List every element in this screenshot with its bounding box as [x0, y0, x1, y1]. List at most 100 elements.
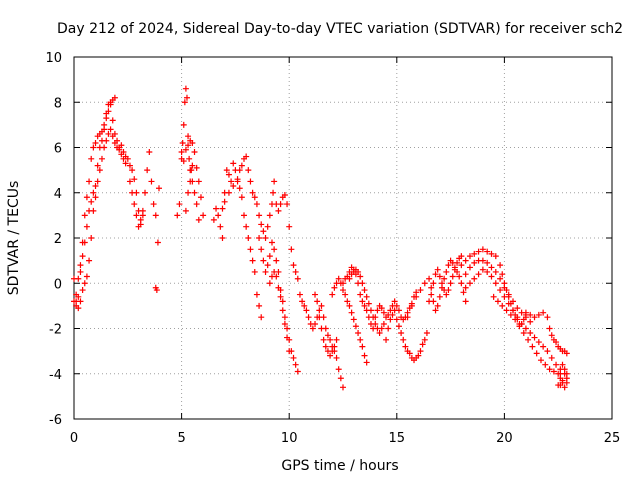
- data-point: [79, 253, 86, 260]
- data-point: [426, 275, 433, 282]
- data-point: [522, 309, 529, 316]
- data-point: [210, 216, 217, 223]
- data-point: [187, 178, 194, 185]
- data-point: [505, 300, 512, 307]
- data-point: [90, 144, 97, 151]
- data-point: [501, 293, 508, 300]
- data-point: [533, 350, 540, 357]
- data-point: [142, 189, 149, 196]
- data-point: [329, 348, 336, 355]
- data-point: [86, 178, 93, 185]
- data-point: [503, 307, 510, 314]
- data-point: [544, 314, 551, 321]
- data-point: [391, 298, 398, 305]
- data-point: [544, 348, 551, 355]
- data-point: [139, 207, 146, 214]
- data-point: [83, 194, 90, 201]
- data-point: [258, 314, 265, 321]
- data-point: [131, 201, 138, 208]
- data-point: [337, 375, 344, 382]
- data-point: [183, 94, 190, 101]
- data-point: [331, 343, 338, 350]
- axis-ticks: [73, 56, 613, 420]
- data-point: [359, 343, 366, 350]
- data-point: [98, 137, 105, 144]
- data-point: [378, 305, 385, 312]
- data-point: [563, 370, 570, 377]
- data-point: [355, 280, 362, 287]
- data-point: [77, 298, 84, 305]
- data-point: [546, 366, 553, 373]
- data-point: [270, 189, 277, 196]
- data-point: [395, 323, 402, 330]
- data-point: [357, 291, 364, 298]
- data-point: [180, 158, 187, 165]
- y-tick-label: -6: [49, 413, 62, 428]
- data-point: [185, 142, 192, 149]
- data-point: [153, 287, 160, 294]
- data-point: [520, 330, 527, 337]
- x-tick-label: 25: [604, 431, 621, 446]
- data-point: [550, 368, 557, 375]
- data-point: [432, 307, 439, 314]
- data-point: [241, 212, 248, 219]
- data-point: [367, 320, 374, 327]
- data-point: [460, 289, 467, 296]
- data-point: [249, 189, 256, 196]
- y-tick-label: 6: [54, 142, 62, 157]
- data-point: [398, 330, 405, 337]
- data-point: [443, 291, 450, 298]
- data-point: [290, 262, 297, 269]
- data-point: [92, 182, 99, 189]
- data-point: [479, 246, 486, 253]
- data-point: [466, 253, 473, 260]
- data-point: [92, 194, 99, 201]
- data-point: [186, 155, 193, 162]
- y-tick-label: 10: [45, 51, 62, 66]
- data-point: [309, 325, 316, 332]
- data-point: [471, 275, 478, 282]
- y-tick-label: 2: [54, 232, 62, 247]
- data-point: [277, 201, 284, 208]
- data-point: [497, 287, 504, 294]
- data-point: [176, 201, 183, 208]
- data-point: [344, 273, 351, 280]
- data-point: [290, 354, 297, 361]
- data-point: [179, 139, 186, 146]
- data-point: [273, 273, 280, 280]
- data-point: [234, 176, 241, 183]
- data-point: [340, 280, 346, 287]
- data-point: [434, 302, 441, 309]
- data-point: [191, 189, 198, 196]
- data-point: [385, 325, 392, 332]
- data-point: [96, 144, 103, 151]
- data-point: [185, 189, 192, 196]
- data-point: [200, 212, 207, 219]
- data-point: [281, 314, 288, 321]
- data-point: [312, 291, 319, 298]
- data-point: [449, 273, 456, 280]
- x-tick-label: 0: [70, 431, 78, 446]
- data-point: [292, 268, 299, 275]
- data-point: [466, 280, 473, 287]
- data-point: [230, 160, 237, 167]
- data-point: [271, 178, 278, 185]
- data-point: [428, 291, 435, 298]
- data-point: [266, 212, 273, 219]
- data-point: [88, 235, 95, 241]
- data-point: [219, 235, 226, 241]
- data-point: [111, 94, 118, 101]
- grid-lines: [74, 57, 612, 419]
- data-point: [466, 264, 473, 271]
- data-point: [417, 348, 424, 355]
- data-point: [238, 194, 245, 201]
- data-point: [225, 171, 232, 178]
- data-point: [434, 266, 441, 273]
- data-point: [195, 178, 202, 185]
- data-point: [426, 298, 433, 305]
- data-point: [122, 160, 129, 167]
- data-point: [475, 271, 482, 278]
- data-point: [535, 339, 542, 346]
- data-point: [548, 354, 555, 361]
